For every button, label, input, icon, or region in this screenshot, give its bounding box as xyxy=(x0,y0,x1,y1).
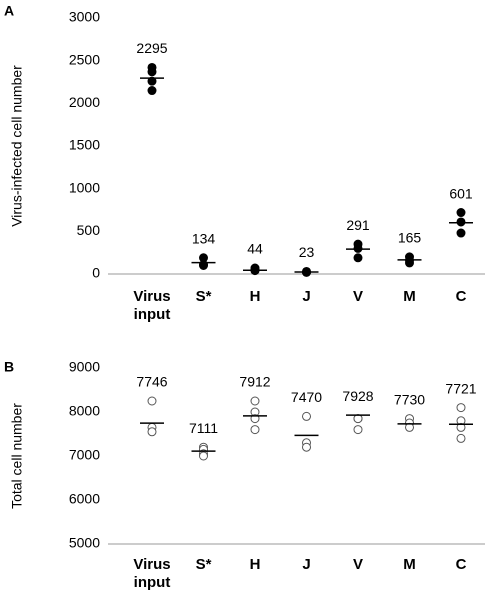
value-label: 7730 xyxy=(394,391,425,407)
x-tick-label-box: H xyxy=(249,556,261,573)
y-tick-label: 1500 xyxy=(69,137,100,153)
x-tick-label: Virus input xyxy=(133,288,171,323)
data-point xyxy=(147,76,157,86)
value-label: 7912 xyxy=(239,374,270,390)
x-tick-label: M xyxy=(403,556,416,573)
data-point xyxy=(147,86,157,96)
x-tick-label: J xyxy=(302,556,311,573)
panel-label: B xyxy=(4,359,14,375)
x-tick-label: V xyxy=(352,288,363,305)
value-label: 23 xyxy=(299,244,315,260)
x-tick-label-box: H xyxy=(249,288,261,305)
value-label: 7470 xyxy=(291,389,322,405)
data-point xyxy=(199,260,208,270)
y-tick-label: 2000 xyxy=(69,94,100,110)
x-tick-label: C xyxy=(455,556,467,573)
y-tick-label: 2500 xyxy=(69,51,100,67)
x-tick-label-box: J xyxy=(302,556,311,573)
y-tick-label: 6000 xyxy=(69,491,100,507)
data-point xyxy=(456,422,466,432)
data-point xyxy=(353,243,363,253)
x-tick-label: H xyxy=(249,556,261,573)
data-point xyxy=(250,396,260,406)
value-label: 44 xyxy=(247,241,263,257)
data-point xyxy=(353,253,363,263)
data-point xyxy=(353,425,363,435)
data-point xyxy=(250,425,260,435)
data-point xyxy=(147,67,157,77)
y-tick-label: 1000 xyxy=(69,179,100,195)
y-tick-label: 3000 xyxy=(69,9,100,25)
x-tick-label-box: S* xyxy=(195,288,212,305)
x-tick-label: M xyxy=(403,288,416,305)
y-axis-label: Virus-infected cell number xyxy=(9,65,25,227)
x-tick-label: C xyxy=(455,288,467,305)
value-label: 2295 xyxy=(136,40,167,56)
y-tick-label: 8000 xyxy=(69,403,100,419)
x-tick-label: H xyxy=(249,288,261,305)
y-tick-label: 9000 xyxy=(69,359,100,375)
y-tick-label: 5000 xyxy=(69,535,100,551)
x-tick-label-box: Virus input xyxy=(133,556,171,591)
x-tick-label-box: V xyxy=(352,288,363,305)
x-tick-label: J xyxy=(302,288,311,305)
x-tick-label-box: S* xyxy=(195,556,212,573)
value-label: 601 xyxy=(449,185,473,201)
x-tick-label: Virus input xyxy=(133,556,171,591)
data-point xyxy=(456,208,466,218)
x-tick-label: V xyxy=(352,556,363,573)
x-tick-label-box: V xyxy=(352,556,363,573)
x-tick-label: S* xyxy=(195,288,212,305)
x-tick-label-box: M xyxy=(403,556,416,573)
y-tick-label: 7000 xyxy=(69,447,100,463)
value-label: 7721 xyxy=(445,380,476,396)
data-point xyxy=(147,396,157,406)
y-tick-label: 500 xyxy=(77,222,101,238)
value-label: 165 xyxy=(398,230,422,246)
x-tick-label-box: M xyxy=(403,288,416,305)
data-point xyxy=(302,411,311,421)
value-label: 7928 xyxy=(342,388,373,404)
data-point xyxy=(147,427,157,437)
value-label: 7111 xyxy=(189,420,218,436)
data-point xyxy=(456,403,466,413)
value-label: 7746 xyxy=(136,374,167,390)
data-point xyxy=(405,258,414,268)
panel-label: A xyxy=(4,3,14,19)
y-tick-label: 0 xyxy=(92,265,100,281)
data-point xyxy=(199,451,208,461)
x-tick-label-box: C xyxy=(455,288,467,305)
data-point xyxy=(456,228,466,238)
value-label: 291 xyxy=(346,217,370,233)
x-tick-label-box: J xyxy=(302,288,311,305)
x-tick-label-box: C xyxy=(455,556,467,573)
x-tick-label: S* xyxy=(195,556,212,573)
data-point xyxy=(302,442,311,452)
y-axis-label: Total cell number xyxy=(9,403,25,509)
data-point xyxy=(456,217,466,227)
value-label: 134 xyxy=(192,230,216,246)
data-point xyxy=(456,433,466,443)
x-tick-label-box: Virus input xyxy=(133,288,171,323)
